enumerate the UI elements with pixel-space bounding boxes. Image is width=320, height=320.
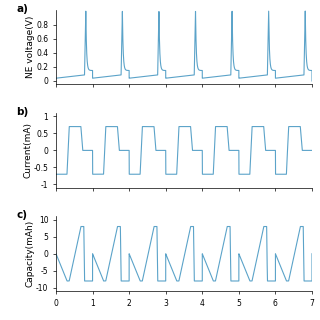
Y-axis label: NE voltage(V): NE voltage(V) (26, 16, 35, 78)
Text: c): c) (16, 210, 27, 220)
Y-axis label: Current(mA): Current(mA) (23, 123, 32, 179)
Y-axis label: Capacity(mAh): Capacity(mAh) (26, 220, 35, 287)
Text: a): a) (16, 4, 28, 14)
Text: b): b) (16, 107, 28, 117)
